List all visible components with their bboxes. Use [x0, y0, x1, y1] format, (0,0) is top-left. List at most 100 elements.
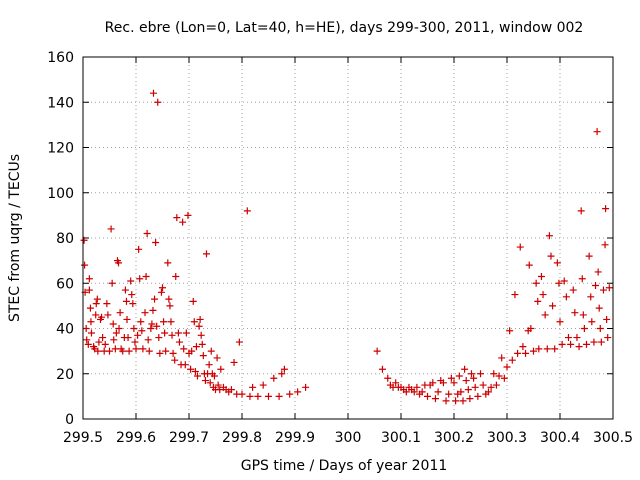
data-point [174, 329, 182, 337]
data-point [103, 300, 111, 308]
data-point [519, 343, 527, 351]
data-point [603, 315, 611, 323]
data-point [107, 225, 115, 233]
data-point [180, 345, 188, 353]
y-tick-label: 140 [47, 95, 74, 111]
y-tick-label: 40 [56, 322, 74, 338]
data-point [207, 347, 215, 355]
data-point [462, 377, 470, 385]
data-point [134, 331, 142, 339]
data-point [187, 365, 195, 373]
data-point [129, 300, 137, 308]
data-point [575, 343, 583, 351]
data-point [201, 377, 209, 385]
data-point [238, 390, 246, 398]
data-point [605, 284, 613, 292]
y-tick-label: 20 [56, 367, 74, 383]
data-point [525, 261, 533, 269]
data-point [569, 286, 577, 294]
data-point [188, 347, 196, 355]
data-point [545, 232, 553, 240]
data-point [127, 277, 135, 285]
data-point [116, 309, 124, 317]
data-point [413, 383, 421, 391]
x-tick-label: 299.8 [222, 430, 262, 446]
data-point [579, 311, 587, 319]
data-point [149, 89, 157, 97]
data-point [595, 304, 603, 312]
data-point [471, 383, 479, 391]
y-tick-label: 0 [65, 412, 74, 428]
data-point [197, 331, 205, 339]
data-point [492, 381, 500, 389]
data-point [130, 325, 138, 332]
x-tick-label: 299.7 [169, 430, 209, 446]
data-point [139, 345, 147, 353]
data-point [530, 347, 537, 355]
data-point [495, 372, 503, 380]
data-point [547, 252, 555, 260]
data-point [155, 334, 163, 342]
data-point [508, 356, 516, 364]
data-point [601, 241, 609, 249]
data-point [583, 340, 590, 348]
x-tick-label: 300.4 [540, 430, 580, 446]
data-point [87, 318, 95, 326]
data-point [594, 268, 602, 276]
x-tick-labels: 299.5 299.6 299.7 299.8 299.9 300 300.1 300.2 30… [63, 430, 633, 446]
data-point [143, 229, 151, 237]
data-point [210, 372, 218, 380]
data-point [154, 98, 162, 106]
data-point [442, 397, 450, 405]
data-point [128, 291, 136, 299]
data-point [172, 272, 180, 280]
data-point [514, 349, 522, 357]
y-tick-label: 60 [56, 276, 74, 292]
data-point [445, 390, 453, 398]
data-point [498, 354, 506, 362]
data-point [243, 207, 251, 215]
data-point [175, 338, 183, 346]
data-point [373, 347, 381, 355]
data-point [578, 275, 586, 283]
data-point [487, 383, 495, 391]
data-point [136, 275, 144, 283]
data-point [555, 279, 563, 287]
data-point [459, 397, 467, 405]
data-point [101, 340, 109, 348]
data-point [157, 288, 165, 296]
data-point [205, 361, 213, 369]
data-point [93, 295, 101, 303]
data-point [135, 245, 143, 253]
data-point [179, 218, 187, 226]
data-point [137, 318, 145, 326]
data-point [213, 354, 221, 362]
data-point [202, 250, 210, 258]
data-point [104, 311, 112, 319]
data-point [227, 386, 235, 394]
data-point [214, 381, 222, 389]
data-point [87, 329, 95, 337]
data-point [131, 338, 139, 346]
data-point [141, 309, 149, 317]
data-point [500, 374, 508, 382]
y-tick-label: 80 [56, 231, 74, 247]
y-tick-label: 100 [47, 186, 74, 202]
data-point [189, 297, 197, 305]
data-point [235, 338, 243, 346]
data-point [99, 334, 107, 342]
data-point [259, 381, 267, 389]
x-tick-label: 299.9 [275, 430, 315, 446]
data-point [217, 365, 225, 373]
data-point [431, 395, 439, 403]
data-point [147, 325, 155, 332]
grid [83, 57, 613, 419]
data-point [553, 259, 561, 267]
data-point [378, 365, 386, 373]
data-point [165, 295, 173, 303]
data-point [166, 302, 174, 310]
data-point [537, 272, 545, 280]
data-point [246, 392, 254, 400]
data-point [590, 338, 598, 346]
